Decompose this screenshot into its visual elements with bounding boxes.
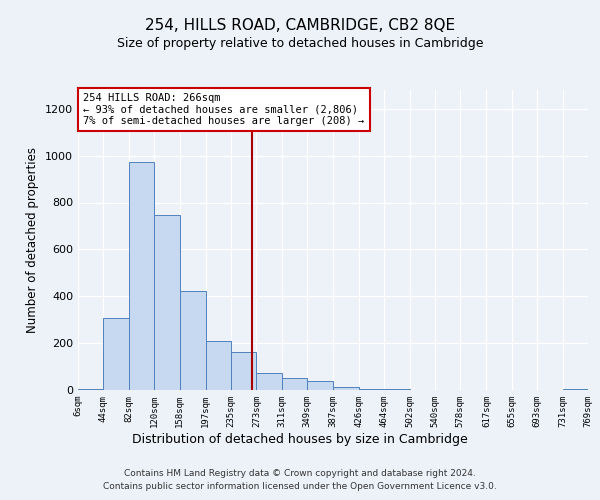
- Bar: [563, 389, 588, 390]
- Bar: [332, 386, 359, 390]
- Bar: [282, 378, 307, 390]
- Text: Distribution of detached houses by size in Cambridge: Distribution of detached houses by size …: [132, 432, 468, 446]
- Bar: [359, 389, 384, 390]
- Bar: [256, 374, 282, 390]
- Bar: [154, 215, 179, 390]
- Bar: [384, 389, 410, 390]
- Text: 254 HILLS ROAD: 266sqm
← 93% of detached houses are smaller (2,806)
7% of semi-d: 254 HILLS ROAD: 266sqm ← 93% of detached…: [83, 93, 364, 126]
- Y-axis label: Number of detached properties: Number of detached properties: [26, 147, 40, 333]
- Text: Contains HM Land Registry data © Crown copyright and database right 2024.: Contains HM Land Registry data © Crown c…: [124, 469, 476, 478]
- Bar: [231, 352, 256, 390]
- Text: Size of property relative to detached houses in Cambridge: Size of property relative to detached ho…: [117, 38, 483, 51]
- Text: 254, HILLS ROAD, CAMBRIDGE, CB2 8QE: 254, HILLS ROAD, CAMBRIDGE, CB2 8QE: [145, 18, 455, 32]
- Bar: [78, 388, 103, 390]
- Bar: [179, 291, 206, 390]
- Bar: [307, 381, 332, 390]
- Bar: [206, 340, 231, 390]
- Bar: [129, 162, 154, 390]
- Text: Contains public sector information licensed under the Open Government Licence v3: Contains public sector information licen…: [103, 482, 497, 491]
- Bar: [103, 318, 129, 390]
